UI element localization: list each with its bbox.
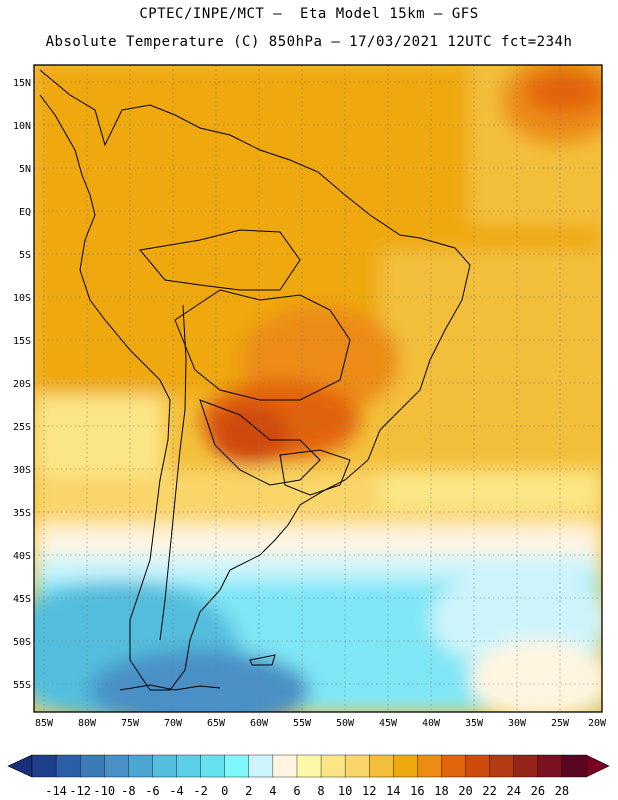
map-subtitle: Absolute Temperature (C) 850hPa – 17/03/… xyxy=(45,34,573,50)
coastline xyxy=(39,69,471,691)
colorbar-label: 4 xyxy=(269,784,276,798)
map-frame xyxy=(33,64,603,713)
lon-label: 30W xyxy=(508,718,527,729)
colorbar-label: -10 xyxy=(93,784,115,798)
colorbar-swatch xyxy=(296,754,322,778)
lat-label: 25S xyxy=(13,422,31,433)
colorbar-swatch xyxy=(561,754,587,778)
colorbar-label: -4 xyxy=(169,784,183,798)
graticule xyxy=(34,65,602,712)
colorbar-swatch xyxy=(31,754,57,778)
lat-label: 50S xyxy=(13,637,31,648)
map-title: CPTEC/INPE/MCT – Eta Model 15km – GFS xyxy=(139,6,479,22)
colorbar-over-arrow xyxy=(585,754,610,778)
colorbar-swatch xyxy=(79,754,105,778)
lat-label: 30S xyxy=(13,465,31,476)
colorbar-swatch xyxy=(224,754,250,778)
lat-axis: 15N 10N 5N EQ 5S 10S 15S 20S 25S 30S 35S… xyxy=(13,78,31,691)
lon-label: 45W xyxy=(379,718,398,729)
colorbar-swatch xyxy=(248,754,274,778)
lat-label: 40S xyxy=(13,551,31,562)
lat-label: 5S xyxy=(19,250,31,261)
lon-label: 25W xyxy=(551,718,570,729)
colorbar-swatch xyxy=(176,754,202,778)
lat-label: 55S xyxy=(13,680,31,691)
lon-label: 35W xyxy=(465,718,484,729)
colorbar-swatch xyxy=(272,754,298,778)
colorbar-label: -14 xyxy=(45,784,67,798)
colorbar-label: -2 xyxy=(193,784,207,798)
colorbar-swatch xyxy=(393,754,418,778)
lon-axis: 85W 80W 75W 70W 65W 60W 55W 50W 45W 40W … xyxy=(35,718,607,729)
colorbar-label: 18 xyxy=(434,784,448,798)
colorbar-swatch xyxy=(441,754,467,778)
colorbar-swatch xyxy=(417,754,443,778)
lat-label: 20S xyxy=(13,379,31,390)
colorbar-swatch xyxy=(369,754,394,778)
colorbar-label: -8 xyxy=(121,784,135,798)
lat-label: 15S xyxy=(13,336,31,347)
colorbar-label: 6 xyxy=(293,784,300,798)
lat-label: 45S xyxy=(13,594,31,605)
colorbar-label: 14 xyxy=(386,784,400,798)
colorbar-swatch xyxy=(200,754,226,778)
colorbar-swatch xyxy=(513,754,539,778)
lon-label: 85W xyxy=(35,718,54,729)
colorbar-label: 20 xyxy=(458,784,472,798)
lat-label: EQ xyxy=(19,207,31,218)
colorbar-label: 24 xyxy=(507,784,521,798)
colorbar-label: 16 xyxy=(410,784,424,798)
colorbar-label: 28 xyxy=(555,784,569,798)
colorbar-label: 2 xyxy=(245,784,252,798)
lon-label: 55W xyxy=(293,718,312,729)
colorbar-swatch xyxy=(152,754,178,778)
lon-label: 60W xyxy=(250,718,269,729)
temperature-field xyxy=(34,65,602,712)
colorbar-label: -12 xyxy=(69,784,91,798)
colorbar-label: 0 xyxy=(221,784,228,798)
colorbar-swatch xyxy=(128,754,154,778)
lat-label: 15N xyxy=(13,78,31,89)
colorbar-swatch xyxy=(465,754,491,778)
colorbar-label: 10 xyxy=(338,784,352,798)
colorbar-label: 22 xyxy=(482,784,496,798)
colorbar-label: 8 xyxy=(317,784,324,798)
colorbar-label: 26 xyxy=(531,784,545,798)
lon-label: 75W xyxy=(121,718,140,729)
colorbar-swatch xyxy=(489,754,515,778)
lat-label: 35S xyxy=(13,508,31,519)
colorbar-swatch xyxy=(104,754,129,778)
lon-label: 80W xyxy=(78,718,97,729)
colorbar-label: 12 xyxy=(362,784,376,798)
lon-label: 20W xyxy=(588,718,607,729)
colorbar-label: -6 xyxy=(145,784,159,798)
lon-label: 70W xyxy=(164,718,183,729)
lon-label: 65W xyxy=(207,718,226,729)
colorbar: -14 -12 -10 -8 -6 -4 -2 0 2 4 6 8 10 12 14 16 18 20 22 24 26… xyxy=(7,754,610,798)
colorbar-swatch xyxy=(537,754,563,778)
lat-label: 10S xyxy=(13,293,31,304)
colorbar-swatch xyxy=(320,754,346,778)
colorbar-under-arrow xyxy=(7,754,33,778)
lat-label: 5N xyxy=(19,164,31,175)
lon-label: 40W xyxy=(422,718,441,729)
lat-label: 10N xyxy=(13,121,31,132)
lon-label: 50W xyxy=(336,718,355,729)
colorbar-swatch xyxy=(344,754,370,778)
colorbar-swatch xyxy=(55,754,81,778)
